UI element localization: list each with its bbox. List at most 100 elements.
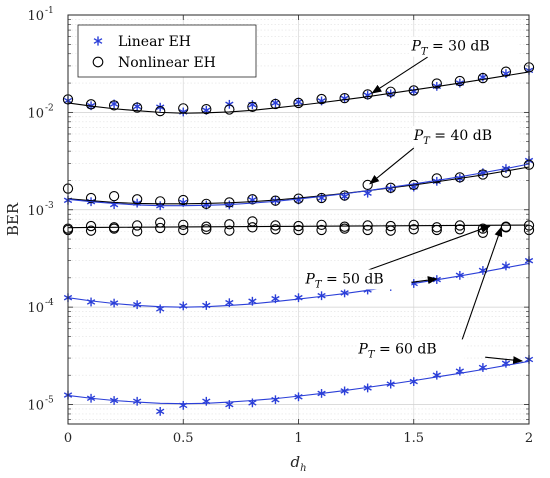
nonlinear-marker [247,101,258,112]
annotation-arrow [362,225,491,273]
nonlinear-marker [178,194,189,206]
nonlinear-marker [362,179,373,191]
nonlinear-marker [108,190,120,202]
curve-line [67,163,530,207]
nonlinear-marker [316,93,327,105]
annotation-label: PT = 50 dB [304,271,383,290]
nonlinear-marker [224,219,235,230]
annotation-background [303,269,412,290]
linear-marker [271,196,280,206]
legend-box [77,24,257,78]
annotation-label: PT = 60 dB [357,341,436,360]
x-tick-label: 0 [64,431,72,446]
annotation-label: PT = 30 dB [410,39,489,58]
x-tick-label: 2 [525,431,533,446]
nonlinear-marker [247,194,258,205]
y-tick-label-base: 10 [27,301,44,316]
axis-ticks: 0 0.5 1 1.5 210-510-410-310-210-1 [27,6,533,446]
annotation-background [409,36,518,57]
series-pt40-curve [67,166,530,205]
annotations: PT = 30 dB PT = 40 dB PT = 50 dB PT = 60 dB [303,36,524,365]
annotation-pt40: PT = 40 dB [369,126,520,185]
series-pt40-curve [67,163,530,207]
nonlinear-marker [362,224,373,236]
nonlinear-marker [85,220,97,232]
nonlinear-marker [224,225,235,236]
nonlinear-marker [85,99,97,110]
nonlinear-marker [178,219,189,230]
annotation-arrow [457,226,503,353]
series-pt60-curve [67,360,530,405]
linear-marker [248,398,257,408]
nonlinear-marker [270,220,281,231]
nonlinear-marker [293,97,304,109]
nonlinear-marker [270,98,281,110]
y-tick-label-base: 10 [27,204,44,219]
y-axis-label: BER [4,202,22,236]
annotation-arrow [369,147,415,185]
y-tick-label-base: 10 [27,106,44,121]
linear-marker [271,98,280,108]
x-tick-label: 1.5 [403,431,424,446]
nonlinear-marker [316,192,327,204]
nonlinear-marker [201,103,212,115]
nonlinear-marker [201,224,212,235]
nonlinear-marker [178,224,189,236]
series-pt50-curve [67,224,530,229]
nonlinear-marker [385,86,396,97]
y-tick-label-exponent: -1 [45,6,54,16]
nonlinear-marker [155,222,166,234]
y-tick-label-exponent: -5 [45,396,54,406]
nonlinear-marker [339,190,350,201]
annotation-background [411,126,520,147]
nonlinear-marker [316,224,327,236]
nonlinear-marker [108,223,120,234]
annotation-arrow [371,56,428,94]
legend-marker-nonlinear [92,56,104,68]
x-tick-label: 1 [294,431,302,446]
curve-line [67,262,530,308]
data-series [62,62,535,416]
x-tick-label: 0.5 [173,431,194,446]
nonlinear-marker [293,224,304,236]
nonlinear-marker [454,75,465,87]
annotation-arrow [485,356,524,365]
nonlinear-marker [408,219,419,230]
legend: Linear EH Nonlinear EH [77,24,257,78]
nonlinear-marker [339,223,350,234]
curve-line [67,224,530,229]
legend-label: Linear EH [118,34,191,50]
linear-marker [156,102,165,112]
curve-line [67,360,530,405]
nonlinear-marker [224,104,235,115]
nonlinear-marker [155,105,166,117]
y-tick-label-exponent: -4 [45,298,54,308]
nonlinear-marker [247,216,258,227]
nonlinear-marker [431,78,442,89]
nonlinear-marker [316,219,327,230]
linear-marker [156,304,165,314]
nonlinear-marker [431,222,442,233]
series-pt50-curve [67,262,530,308]
legend-label: Nonlinear EH [118,55,216,71]
nonlinear-marker [131,102,143,113]
annotation-label: PT = 40 dB [413,128,492,147]
nonlinear-marker [247,222,258,233]
nonlinear-marker [131,220,143,231]
nonlinear-marker [339,93,350,104]
annotation-background [356,339,465,360]
series-pt30-curve [67,71,530,114]
x-axis-label-main: d [290,453,300,471]
nonlinear-marker [362,89,373,100]
nonlinear-marker [431,173,442,184]
nonlinear-marker [108,100,120,111]
grid [68,15,529,424]
nonlinear-marker [270,224,281,235]
curve-line [67,71,530,114]
legend-marker-linear [93,36,103,46]
linear-marker [156,406,165,416]
nonlinear-marker [454,224,465,235]
nonlinear-marker [85,225,97,236]
x-axis-label: dh [290,453,306,474]
nonlinear-marker [85,192,97,204]
